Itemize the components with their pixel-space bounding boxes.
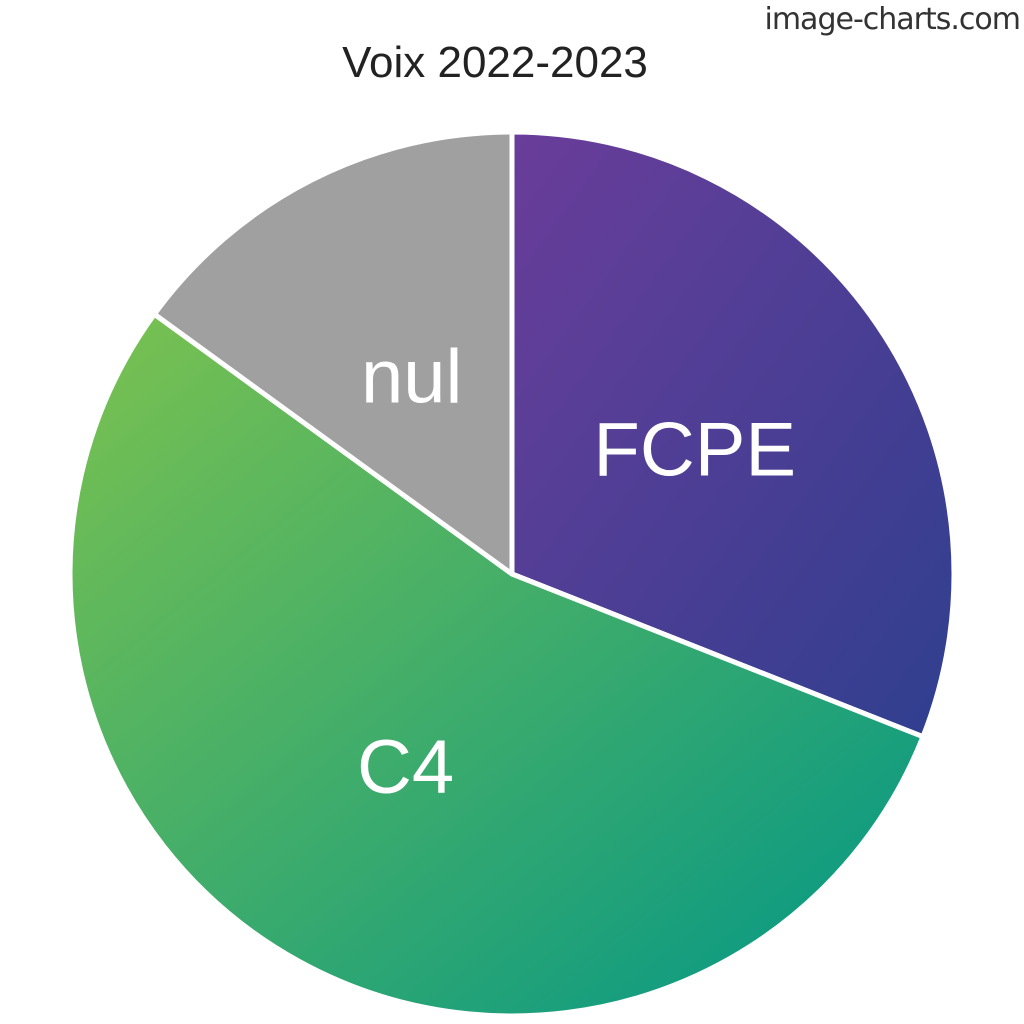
pie-slice-c4 <box>67 311 926 1019</box>
watermark: image-charts.com <box>764 2 1021 37</box>
slice-label-fcpe: FCPE <box>593 407 796 492</box>
slices-layer <box>67 129 957 1019</box>
chart-title: Voix 2022-2023 <box>342 38 648 87</box>
labels-layer: FCPE C4 nul <box>357 335 796 811</box>
slice-label-c4: C4 <box>357 725 454 810</box>
pie-slice-fcpe <box>509 129 957 740</box>
slice-label-nul: nul <box>361 335 462 420</box>
pie-slice-nul <box>151 129 515 577</box>
